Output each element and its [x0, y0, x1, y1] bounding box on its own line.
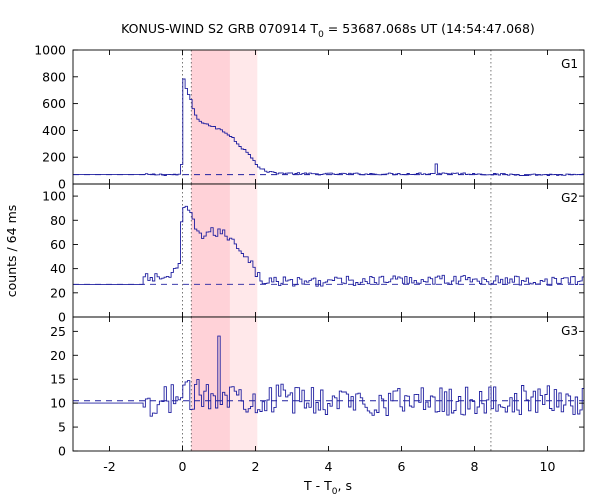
x-tick-label: 2	[252, 459, 260, 474]
y-tick-label-g2: 0	[58, 310, 66, 325]
panel-frame-g1	[72, 49, 585, 185]
panel-label-g3: G3	[561, 324, 578, 338]
light-curve-g1	[73, 78, 584, 177]
panel-g3: G3 0 5 10 15 20 25	[50, 316, 585, 459]
y-tick-label-g2: 80	[50, 213, 66, 228]
panel-g1: G1 0 200 400 600 800 1000	[34, 43, 585, 192]
y-tick-label-g2: 60	[50, 237, 66, 252]
y-tick-label-g3: 0	[58, 444, 66, 459]
y-tick-label-g1: 200	[42, 150, 66, 165]
y-tick-label-g1: 0	[58, 177, 66, 192]
panel-label-g1: G1	[561, 57, 578, 71]
y-tick-label-g2: 20	[50, 285, 66, 300]
shaded-interval-2	[229, 184, 258, 317]
light-curve-g2	[73, 205, 584, 287]
y-tick-label-g3: 10	[50, 396, 66, 411]
x-tick-label: 0	[179, 459, 187, 474]
light-curve-g3	[73, 335, 584, 417]
x-tick-label: -2	[103, 459, 115, 474]
shaded-interval-1	[191, 184, 230, 317]
x-tick-label: 10	[540, 459, 556, 474]
panel-g2: G2 0 20 40 60 80 100	[42, 183, 585, 325]
y-tick-label-g3: 15	[50, 372, 66, 387]
y-tick-label-g1: 800	[42, 69, 66, 84]
x-tick-label: 6	[398, 459, 406, 474]
shaded-interval-1	[191, 50, 230, 184]
x-tick-label: 8	[471, 459, 479, 474]
shaded-interval-2	[229, 50, 258, 184]
panel-frame-g2	[72, 183, 585, 318]
chart-title: KONUS-WIND S2 GRB 070914 T0 = 53687.068s…	[121, 21, 535, 40]
shaded-interval-1	[191, 317, 230, 451]
y-tick-label-g2: 40	[50, 261, 66, 276]
panel-label-g2: G2	[561, 191, 578, 205]
y-tick-label-g3: 25	[50, 324, 66, 339]
y-tick-label-g1: 400	[42, 123, 66, 138]
x-tick-label: 4	[325, 459, 333, 474]
y-tick-label-g3: 5	[58, 420, 66, 435]
y-tick-label-g1: 600	[42, 96, 66, 111]
x-axis-label: T - T0, s	[303, 478, 352, 497]
y-tick-label-g2: 100	[42, 189, 66, 204]
y-axis-label: counts / 64 ms	[4, 205, 19, 298]
y-tick-label-g3: 20	[50, 348, 66, 363]
y-tick-label-g1: 1000	[34, 43, 66, 58]
panels: G102004006008001000G2020406080100G305101…	[34, 43, 585, 474]
shaded-interval-2	[229, 317, 258, 451]
panel-frame-g3	[72, 316, 585, 452]
